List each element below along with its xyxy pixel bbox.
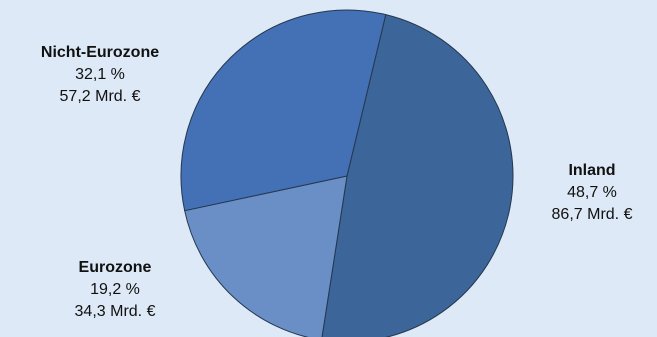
slice-name-inland: Inland	[568, 162, 616, 179]
slice-amount-eurozone: 34,3 Mrd. €	[74, 303, 156, 320]
pie-slices	[180, 9, 514, 337]
slice-percent-inland: 48,7 %	[567, 184, 617, 201]
slice-percent-eurozone: 19,2 %	[90, 281, 140, 298]
pie-slice-eurozone	[184, 175, 348, 337]
pie-slice-inland	[321, 13, 514, 337]
pie-slice-nicht-eurozone	[180, 9, 387, 212]
slice-amount-inland: 86,7 Mrd. €	[551, 206, 633, 223]
slice-name-nicht-eurozone: Nicht-Eurozone	[40, 44, 160, 61]
slice-label-eurozone: Eurozone 19,2 % 34,3 Mrd. €	[40, 257, 190, 323]
slice-percent-nicht-eurozone: 32,1 %	[75, 66, 125, 83]
slice-name-eurozone: Eurozone	[78, 259, 152, 276]
slice-amount-nicht-eurozone: 57,2 Mrd. €	[59, 88, 141, 105]
slice-label-nicht-eurozone: Nicht-Eurozone 32,1 % 57,2 Mrd. €	[0, 42, 200, 108]
slice-label-inland: Inland 48,7 % 86,7 Mrd. €	[522, 160, 657, 226]
